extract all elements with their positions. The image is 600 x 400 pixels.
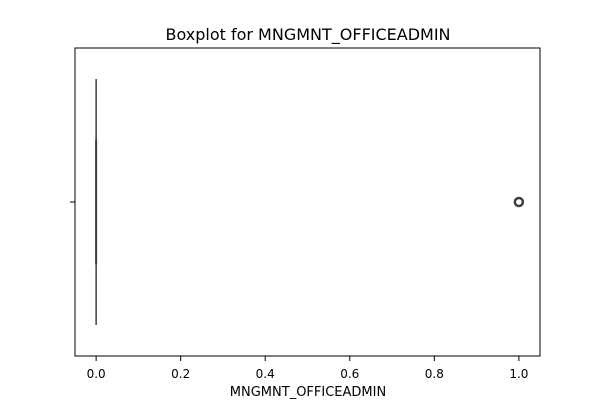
x-tick-label: 0.8 bbox=[425, 367, 444, 381]
x-tick-label: 0.0 bbox=[87, 367, 106, 381]
x-tick-label: 0.4 bbox=[256, 367, 275, 381]
x-tick-label: 0.2 bbox=[171, 367, 190, 381]
x-tick-label: 1.0 bbox=[509, 367, 528, 381]
x-tick-label: 0.6 bbox=[340, 367, 359, 381]
outlier-point bbox=[513, 196, 525, 208]
chart-title: Boxplot for MNGMNT_OFFICEADMIN bbox=[165, 25, 450, 45]
x-axis-label: MNGMNT_OFFICEADMIN bbox=[230, 385, 386, 400]
plot-area-frame bbox=[74, 47, 541, 357]
outliers-group bbox=[513, 196, 525, 208]
box-element bbox=[95, 79, 98, 325]
x-axis-ticks: 0.0 0.2 0.4 0.6 0.8 1.0 bbox=[87, 356, 528, 381]
